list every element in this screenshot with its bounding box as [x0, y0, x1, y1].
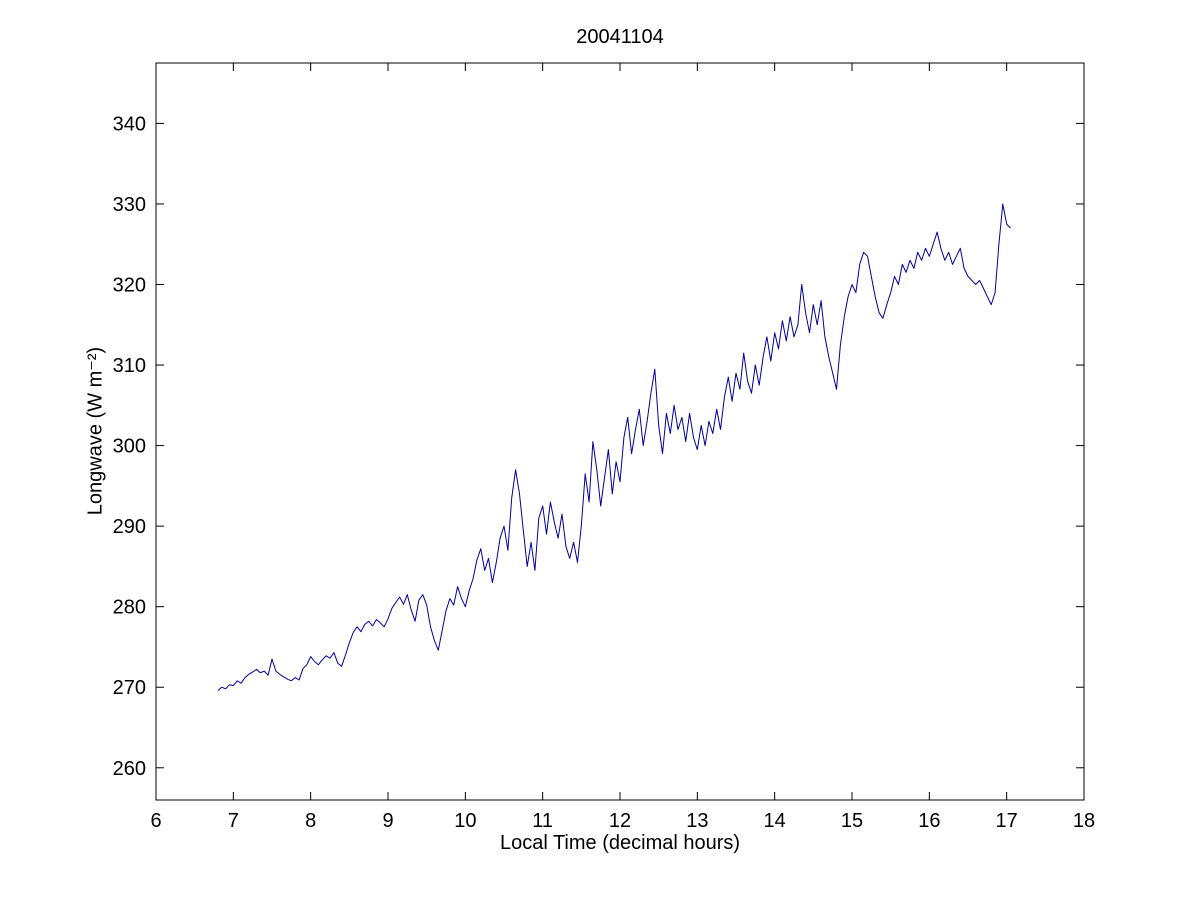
- y-tick-label: 270: [113, 677, 146, 699]
- x-tick-label: 9: [382, 810, 393, 832]
- y-tick-label: 310: [113, 355, 146, 377]
- y-tick-label: 330: [113, 194, 146, 216]
- x-tick-label: 15: [841, 810, 863, 832]
- chart-title: 20041104: [576, 26, 664, 48]
- y-tick-label: 300: [113, 436, 146, 458]
- x-axis-label: Local Time (decimal hours): [499, 832, 741, 854]
- x-tick-label: 18: [1073, 810, 1095, 832]
- x-tick-label: 17: [996, 810, 1018, 832]
- y-tick-label: 280: [113, 597, 146, 619]
- x-tick-label: 8: [305, 810, 316, 832]
- x-tick-label: 10: [454, 810, 476, 832]
- x-tick-label: 11: [532, 810, 553, 832]
- y-tick-label: 260: [113, 758, 146, 780]
- x-tick-label: 12: [609, 810, 631, 832]
- x-tick-label: 16: [918, 810, 940, 832]
- x-tick-label: 13: [686, 810, 708, 832]
- x-tick-label: 7: [228, 810, 239, 832]
- x-tick-label: 6: [150, 810, 161, 832]
- y-tick-label: 340: [113, 113, 146, 135]
- y-tick-label: 290: [113, 516, 146, 538]
- x-tick-label: 14: [764, 810, 786, 832]
- plot-box: [155, 62, 1085, 801]
- y-axis-label: Longwave (W m⁻²): [84, 346, 107, 516]
- longwave-series-line: [217, 203, 1011, 691]
- y-tick-label: 320: [113, 275, 146, 297]
